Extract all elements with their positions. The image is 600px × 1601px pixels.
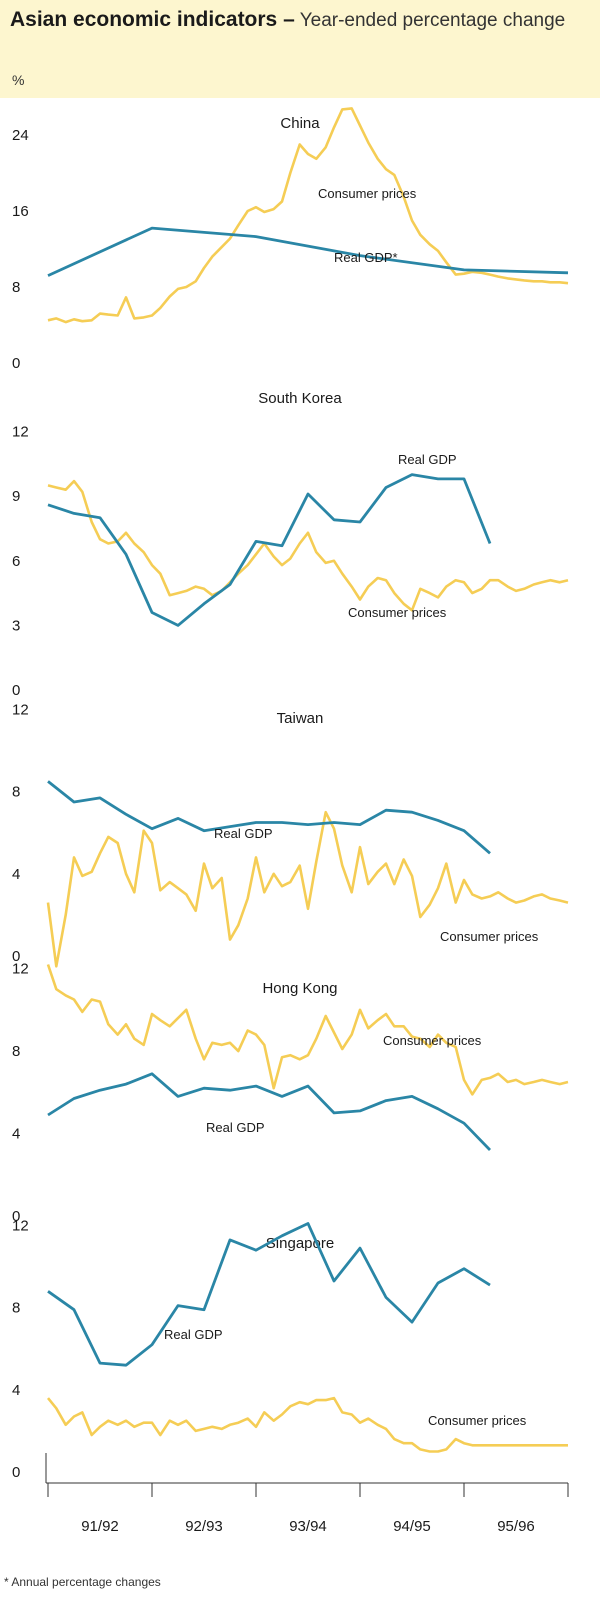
y-tick-label: 12 bbox=[12, 961, 29, 978]
panel-title-china: China bbox=[280, 115, 320, 132]
series-label-south-korea: Consumer prices bbox=[348, 605, 447, 620]
y-tick-label: 8 bbox=[12, 1300, 20, 1317]
y-tick-label: 12 bbox=[12, 1218, 29, 1235]
series-label-china: Real GDP* bbox=[334, 250, 398, 265]
y-tick-label: 4 bbox=[12, 1382, 20, 1399]
x-tick-label: 94/95 bbox=[393, 1518, 431, 1535]
y-tick-label: 12 bbox=[12, 702, 29, 719]
y-tick-label: 4 bbox=[12, 1126, 20, 1143]
x-tick-label: 91/92 bbox=[81, 1518, 119, 1535]
real-gdp-line-china bbox=[47, 226, 569, 277]
x-tick-label: 95/96 bbox=[497, 1518, 535, 1535]
consumer-prices-line-china bbox=[47, 107, 569, 324]
header-band bbox=[0, 0, 600, 98]
title-subtitle: Year-ended percentage change bbox=[299, 10, 566, 31]
series-label-taiwan: Consumer prices bbox=[440, 929, 539, 944]
series-label-singapore: Consumer prices bbox=[428, 1413, 527, 1428]
series-label-hong-kong: Real GDP bbox=[206, 1120, 265, 1135]
real-gdp-line-south-korea bbox=[47, 473, 492, 627]
y-tick-label: 4 bbox=[12, 866, 20, 883]
y-tick-label: 0 bbox=[12, 948, 20, 965]
consumer-prices-line-hong-kong bbox=[46, 964, 569, 1096]
series-label-hong-kong: Consumer prices bbox=[383, 1033, 482, 1048]
y-tick-label: 6 bbox=[12, 553, 20, 570]
panel-title-south-korea: South Korea bbox=[258, 390, 342, 407]
y-tick-label: 8 bbox=[12, 279, 20, 296]
panel-title-taiwan: Taiwan bbox=[277, 710, 324, 727]
y-tick-label: 8 bbox=[12, 1043, 20, 1060]
consumer-prices-line-south-korea bbox=[47, 479, 569, 612]
y-tick-label: 8 bbox=[12, 784, 20, 801]
chart-title: Asian economic indicators – Year-ended p… bbox=[10, 8, 570, 33]
y-tick-label: 0 bbox=[12, 1208, 20, 1225]
y-tick-label: 0 bbox=[12, 355, 20, 372]
unit-label: % bbox=[12, 72, 25, 88]
y-tick-label: 9 bbox=[12, 488, 20, 505]
real-gdp-line-hong-kong bbox=[47, 1072, 492, 1151]
panel-title-hong-kong: Hong Kong bbox=[262, 980, 337, 997]
y-tick-label: 12 bbox=[12, 424, 29, 441]
consumer-prices-line-taiwan bbox=[46, 810, 569, 968]
real-gdp-line-taiwan bbox=[47, 780, 491, 855]
x-tick-label: 92/93 bbox=[185, 1518, 223, 1535]
panel-title-singapore: Singapore bbox=[266, 1235, 334, 1252]
y-tick-label: 24 bbox=[12, 127, 29, 144]
real-gdp-line-singapore bbox=[47, 1222, 491, 1367]
y-tick-label: 3 bbox=[12, 617, 20, 634]
series-label-taiwan: Real GDP bbox=[214, 826, 273, 841]
series-label-singapore: Real GDP bbox=[164, 1327, 223, 1342]
x-tick-label: 93/94 bbox=[289, 1518, 327, 1535]
series-label-china: Consumer prices bbox=[318, 186, 417, 201]
series-label-south-korea: Real GDP bbox=[398, 452, 457, 467]
chart-panels: China 0 8 16 24 Consumer prices Real GDP* South… bbox=[12, 107, 569, 1535]
consumer-prices-line-singapore bbox=[46, 1396, 568, 1453]
y-tick-label: 0 bbox=[12, 1464, 20, 1481]
title-bold: Asian economic indicators – bbox=[10, 8, 295, 31]
y-tick-label: 16 bbox=[12, 203, 29, 220]
footnote: * Annual percentage changes bbox=[4, 1575, 161, 1589]
y-tick-label: 0 bbox=[12, 682, 20, 699]
